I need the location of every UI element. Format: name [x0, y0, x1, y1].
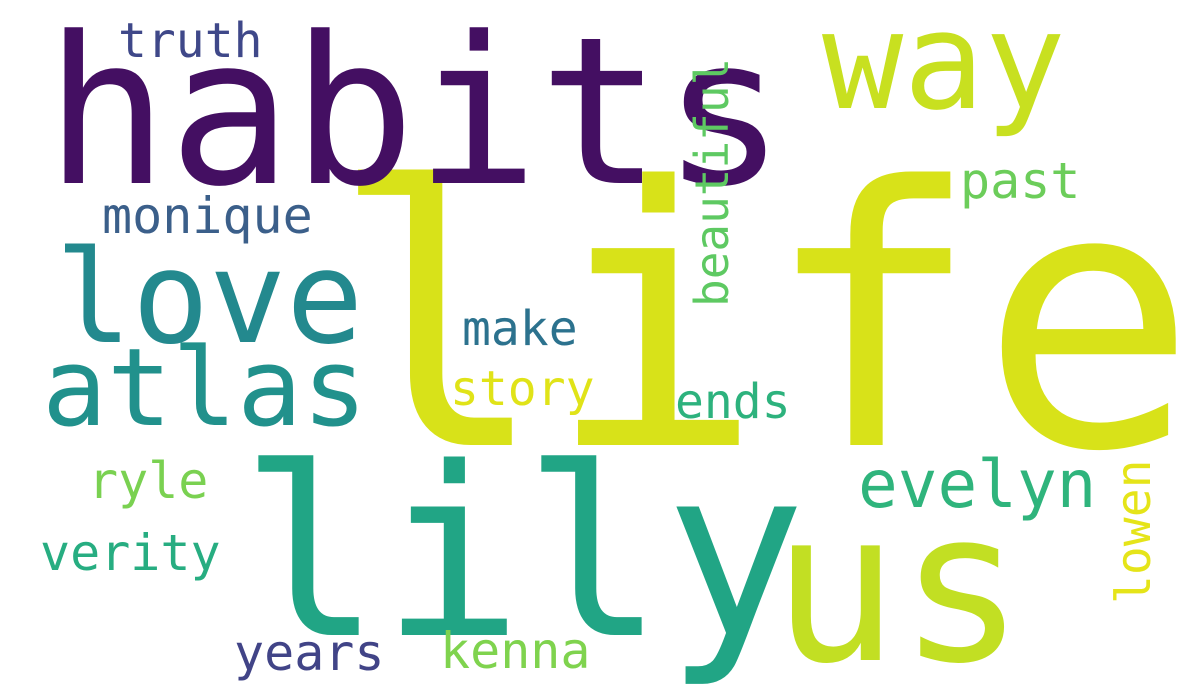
word-us: us — [772, 465, 1025, 700]
word-kenna: kenna — [440, 622, 591, 680]
word-love: love — [55, 224, 363, 373]
word-past: past — [960, 152, 1080, 210]
word-truth: truth — [118, 13, 263, 69]
word-monique: monique — [102, 187, 313, 245]
word-lily: lily — [240, 418, 806, 691]
word-verity: verity — [40, 524, 221, 582]
word-way: way — [822, 0, 1066, 140]
word-ends: ends — [675, 374, 791, 430]
word-make: make — [462, 301, 578, 357]
word-evelyn: evelyn — [858, 446, 1096, 523]
word-lowen: lowen — [1106, 460, 1162, 605]
word-life: life — [330, 111, 1197, 530]
word-habits: habits — [45, 0, 786, 232]
word-beautiful: beautiful — [685, 58, 739, 307]
word-atlas: atlas — [42, 326, 367, 451]
word-ryle: ryle — [88, 452, 208, 510]
word-years: years — [234, 624, 385, 682]
word-story: story — [450, 361, 595, 417]
